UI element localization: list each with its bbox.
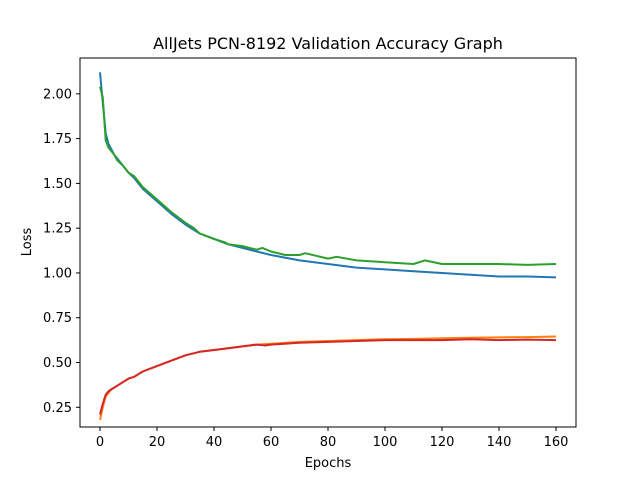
x-tick-label: 40 <box>206 435 223 450</box>
chart-title: AllJets PCN-8192 Validation Accuracy Gra… <box>153 34 503 53</box>
x-tick-label: 0 <box>96 435 104 450</box>
x-tick-label: 160 <box>544 435 569 450</box>
series-line-3 <box>99 86 557 266</box>
y-tick-label: 0.75 <box>43 311 72 326</box>
series-line-4 <box>99 338 557 415</box>
x-tick-label: 80 <box>320 435 337 450</box>
x-tick-label: 20 <box>149 435 166 450</box>
y-tick-label: 0.25 <box>43 401 72 416</box>
y-axis: 0.25 0.50 0.75 1.00 1.25 1.50 1.75 2.00 <box>43 87 80 416</box>
x-tick-label: 100 <box>373 435 398 450</box>
x-axis: 0 20 40 60 80 100 120 140 160 <box>96 427 569 450</box>
x-tick-label: 60 <box>263 435 280 450</box>
y-axis-label: Loss <box>20 228 35 257</box>
y-tick-label: 2.00 <box>43 87 72 102</box>
x-tick-label: 120 <box>430 435 455 450</box>
series-layer <box>99 72 557 421</box>
y-tick-label: 1.00 <box>43 266 72 281</box>
y-tick-label: 1.75 <box>43 132 72 147</box>
y-tick-label: 1.50 <box>43 177 72 192</box>
y-tick-label: 0.50 <box>43 356 72 371</box>
y-tick-label: 1.25 <box>43 222 72 237</box>
x-axis-label: Epochs <box>305 456 352 471</box>
x-tick-label: 140 <box>487 435 512 450</box>
